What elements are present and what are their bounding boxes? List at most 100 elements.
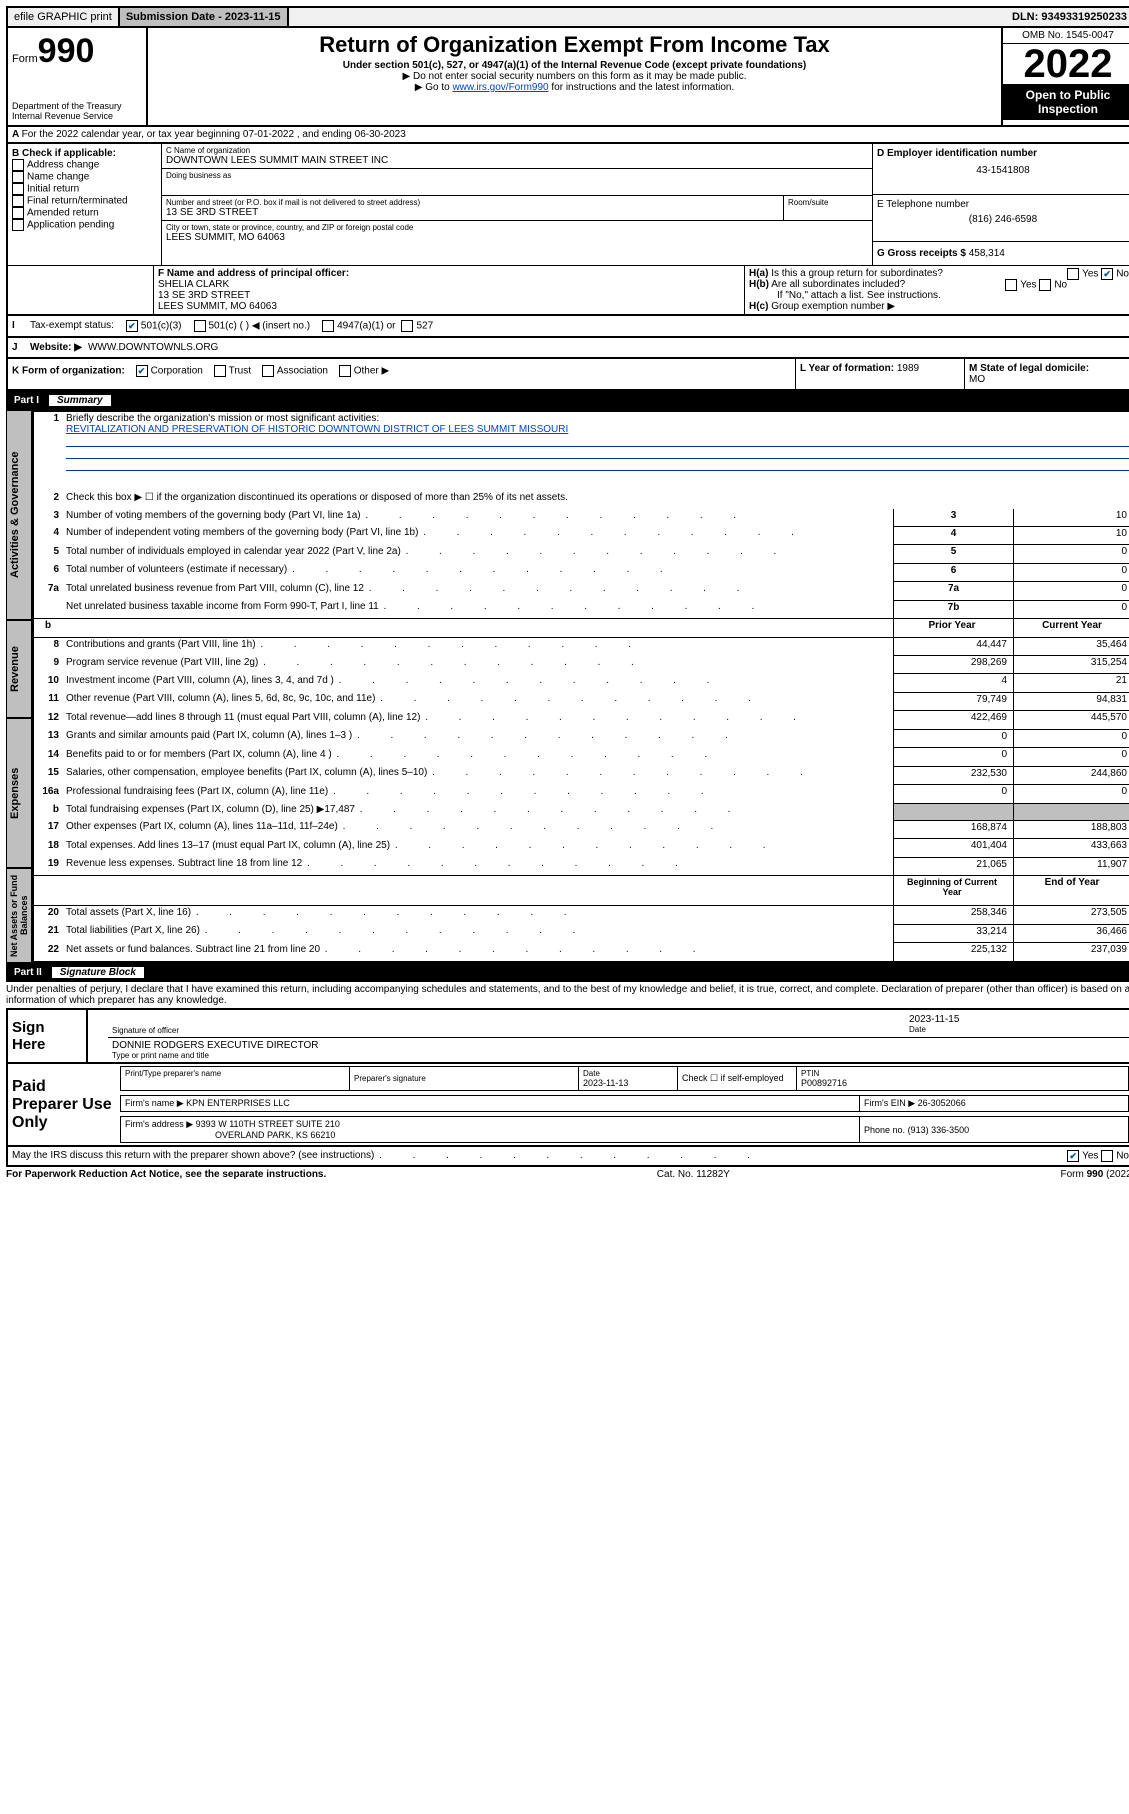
b-opt-2: Initial return xyxy=(27,184,79,195)
b-opt-4: Amended return xyxy=(27,208,99,219)
i-4947[interactable]: 4947(a)(1) or xyxy=(322,320,395,332)
efile-label: efile GRAPHIC print xyxy=(8,8,120,26)
form-header: Form990 Department of the Treasury Inter… xyxy=(6,28,1129,127)
part2-title: Signature Block xyxy=(52,967,144,978)
ein: 43-1541808 xyxy=(877,165,1129,176)
irs-link[interactable]: www.irs.gov/Form990 xyxy=(452,82,548,93)
col-l: L Year of formation: 1989 xyxy=(796,359,965,389)
b-label: B Check if applicable: xyxy=(12,148,157,159)
goto-pre: ▶ Go to xyxy=(415,82,453,93)
i-527[interactable]: 527 xyxy=(401,320,433,332)
q2: Check this box ▶ ☐ if the organization d… xyxy=(63,491,1129,508)
website: WWW.DOWNTOWNLS.ORG xyxy=(88,342,218,353)
officer-addr1: 13 SE 3RD STREET xyxy=(158,290,740,301)
b-opt-5: Application pending xyxy=(27,220,114,231)
sig-officer-label: Signature of officer xyxy=(112,1026,901,1035)
l-label: L Year of formation: xyxy=(800,363,894,374)
col-curr: Current Year xyxy=(1014,619,1129,637)
firm-name-lbl: Firm's name ▶ xyxy=(125,1098,184,1108)
p-name-lbl: Print/Type preparer's name xyxy=(125,1069,345,1078)
summary-table: 1 Briefly describe the organization's mi… xyxy=(32,410,1129,963)
col-prior: Prior Year xyxy=(894,619,1014,637)
hb-text: Are all subordinates included? xyxy=(771,279,905,290)
header-mid: Return of Organization Exempt From Incom… xyxy=(148,28,1001,125)
i-c: 501(c) ( ) ◀ (insert no.) xyxy=(209,321,311,332)
dln: DLN: 93493319250233 xyxy=(1006,8,1129,26)
k-other: Other ▶ xyxy=(354,366,389,377)
q1-label: Briefly describe the organization's miss… xyxy=(66,413,379,424)
firm-name: KPN ENTERPRISES LLC xyxy=(186,1098,290,1108)
col-m: M State of legal domicile: MO xyxy=(965,359,1129,389)
firm-addr2: OVERLAND PARK, KS 66210 xyxy=(215,1130,335,1140)
form-number: Form990 xyxy=(12,32,142,71)
gross-receipts: 458,314 xyxy=(969,248,1005,259)
may-irs-row: May the IRS discuss this return with the… xyxy=(6,1147,1129,1167)
col-h: H(a) Is this a group return for subordin… xyxy=(745,266,1129,314)
dept-treasury: Department of the Treasury xyxy=(12,101,142,111)
city-label: City or town, state or province, country… xyxy=(166,223,868,232)
header-right: OMB No. 1545-0047 2022 Open to Public In… xyxy=(1001,28,1129,125)
footer-mid: Cat. No. 11282Y xyxy=(657,1169,730,1180)
k-label: K Form of organization: xyxy=(12,366,125,377)
vlabel-ag: Activities & Governance xyxy=(6,410,32,620)
b-opt-0: Address change xyxy=(27,160,99,171)
i-501c[interactable]: 501(c) ( ) ◀ (insert no.) xyxy=(194,320,311,332)
part1-header: Part I Summary xyxy=(6,391,1129,410)
irs-label: Internal Revenue Service xyxy=(12,111,142,121)
may-irs-yesno[interactable]: Yes No xyxy=(1067,1150,1129,1162)
submission-date[interactable]: Submission Date - 2023-11-15 xyxy=(120,8,289,26)
p-date: 2023-11-13 xyxy=(583,1078,673,1088)
note-goto: ▶ Go to www.irs.gov/Form990 for instruct… xyxy=(154,82,995,93)
p-check[interactable]: Check ☐ if self-employed xyxy=(678,1067,797,1091)
col-k: K Form of organization: Corporation Trus… xyxy=(8,359,796,389)
part1-title: Summary xyxy=(49,395,111,406)
i-c3: 501(c)(3) xyxy=(141,321,182,332)
i-label: Tax-exempt status: xyxy=(30,320,114,332)
m-label: M State of legal domicile: xyxy=(969,363,1129,374)
domicile: MO xyxy=(969,374,1129,385)
b-opt-3: Final return/terminated xyxy=(27,196,128,207)
goto-post: for instructions and the latest informat… xyxy=(549,82,735,93)
p-sig-lbl: Preparer's signature xyxy=(354,1074,574,1083)
b-opt-address[interactable]: Address change xyxy=(12,159,157,171)
p-date-lbl: Date xyxy=(583,1069,673,1078)
form-prefix: Form xyxy=(12,53,38,65)
b-opt-final[interactable]: Final return/terminated xyxy=(12,195,157,207)
open-public: Open to Public Inspection xyxy=(1003,84,1129,120)
note-ssn: ▶ Do not enter social security numbers o… xyxy=(154,71,995,82)
block-bcdeg: B Check if applicable: Address change Na… xyxy=(6,144,1129,266)
c-name-label: C Name of organization xyxy=(166,146,868,155)
b-opt-pending[interactable]: Application pending xyxy=(12,219,157,231)
org-name: DOWNTOWN LEES SUMMIT MAIN STREET INC xyxy=(166,155,868,166)
h-a: H(a) Is this a group return for subordin… xyxy=(749,268,1129,279)
sig-date: 2023-11-15 xyxy=(909,1014,1129,1025)
hc-text: Group exemption number ▶ xyxy=(771,301,895,312)
firm-addr1: 9393 W 110TH STREET SUITE 210 xyxy=(196,1119,340,1129)
col-f: F Name and address of principal officer:… xyxy=(154,266,745,314)
line-a-text: For the 2022 calendar year, or tax year … xyxy=(22,129,406,140)
footer-left: For Paperwork Reduction Act Notice, see … xyxy=(6,1169,326,1180)
i-501c3[interactable]: 501(c)(3) xyxy=(126,320,182,332)
phone-lbl: Phone no. xyxy=(864,1125,905,1135)
i-a1: 4947(a)(1) or xyxy=(337,321,395,332)
b-opt-name[interactable]: Name change xyxy=(12,171,157,183)
k-trust: Trust xyxy=(229,366,251,377)
room-label: Room/suite xyxy=(788,198,868,207)
part2-label: Part II xyxy=(14,967,52,978)
form-990-number: 990 xyxy=(38,32,95,70)
topbar-spacer xyxy=(289,14,1007,20)
sign-here: Sign Here xyxy=(7,1009,87,1063)
firm-ein-lbl: Firm's EIN ▶ xyxy=(864,1098,915,1108)
row-klm: K Form of organization: Corporation Trus… xyxy=(6,359,1129,391)
vlabel-rev: Revenue xyxy=(6,620,32,718)
street-label: Number and street (or P.O. box if mail i… xyxy=(166,198,779,207)
b-opt-initial[interactable]: Initial return xyxy=(12,183,157,195)
q1-value[interactable]: REVITALIZATION AND PRESERVATION OF HISTO… xyxy=(66,424,568,435)
officer-sub: Type or print name and title xyxy=(112,1051,1129,1060)
b-opt-amended[interactable]: Amended return xyxy=(12,207,157,219)
preparer-row2: Firm's name ▶ KPN ENTERPRISES LLC Firm's… xyxy=(120,1095,1129,1112)
city: LEES SUMMIT, MO 64063 xyxy=(166,232,868,243)
dba-label: Doing business as xyxy=(166,171,868,180)
ptin-lbl: PTIN xyxy=(801,1069,1124,1078)
vlabel-exp: Expenses xyxy=(6,718,32,868)
